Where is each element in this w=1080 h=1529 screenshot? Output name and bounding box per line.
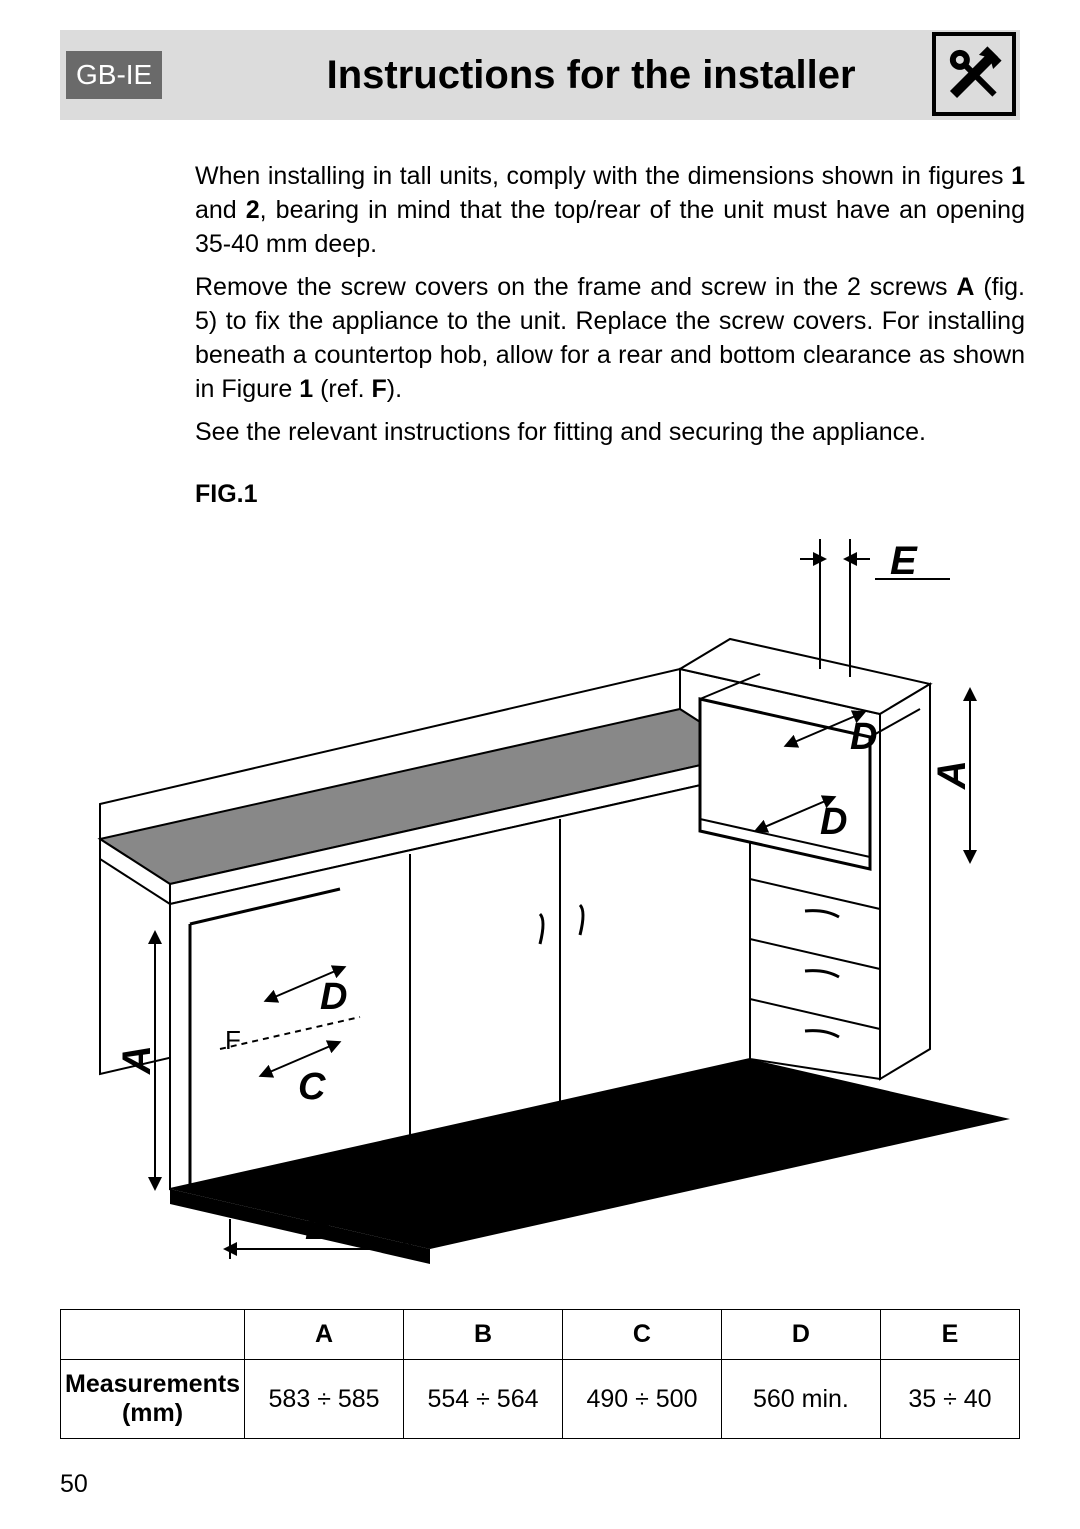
bold-figure-1b: 1 (299, 375, 313, 403)
instruction-paragraph-2: Remove the screw covers on the frame and… (195, 271, 1025, 406)
dim-label-b: B (305, 1204, 334, 1248)
bold-figure-1: 1 (1011, 162, 1025, 190)
dim-label-d-upper2: D (820, 801, 847, 843)
table-header-row: A B C D E (61, 1310, 1020, 1360)
table-header-a: A (245, 1310, 404, 1360)
bold-letter-a: A (956, 273, 974, 301)
text-span: When installing in tall units, comply wi… (195, 162, 1011, 190)
table-cell-a: 583 ÷ 585 (245, 1360, 404, 1439)
tools-icon (932, 32, 1016, 116)
instruction-paragraph-1: When installing in tall units, comply wi… (195, 160, 1025, 261)
text-span: , bearing in mind that the top/rear of t… (195, 196, 1025, 258)
region-badge: GB-IE (66, 51, 162, 99)
table-header-blank (61, 1310, 245, 1360)
text-span: Remove the screw covers on the frame and… (195, 273, 956, 301)
table-header-d: D (721, 1310, 880, 1360)
table-cell-c: 490 ÷ 500 (562, 1360, 721, 1439)
dim-label-f: F (225, 1025, 241, 1055)
dim-label-c: C (298, 1066, 326, 1108)
page-title: Instructions for the installer (162, 53, 1020, 98)
table-row-header: Measurements (mm) (61, 1360, 245, 1439)
table-header-e: E (880, 1310, 1019, 1360)
measurements-table: A B C D E Measurements (mm) 583 ÷ 585 55… (60, 1309, 1020, 1439)
installation-diagram: E A D D A D C F B (60, 519, 1020, 1284)
table-cell-d: 560 min. (721, 1360, 880, 1439)
text-span: and (195, 196, 246, 224)
text-span: ). (387, 375, 402, 403)
table-header-b: B (404, 1310, 563, 1360)
dim-label-d-upper1: D (850, 716, 877, 758)
dim-label-e: E (890, 539, 918, 583)
bold-letter-f: F (371, 375, 386, 403)
page-number: 50 (60, 1470, 88, 1499)
dim-label-a-left: A (115, 1045, 159, 1075)
bold-figure-2: 2 (246, 196, 260, 224)
table-header-c: C (562, 1310, 721, 1360)
table-row: Measurements (mm) 583 ÷ 585 554 ÷ 564 49… (61, 1360, 1020, 1439)
dim-label-d-lower: D (320, 976, 347, 1018)
table-cell-b: 554 ÷ 564 (404, 1360, 563, 1439)
dim-label-a-right: A (930, 760, 974, 790)
table-cell-e: 35 ÷ 40 (880, 1360, 1019, 1439)
text-span: (ref. (313, 375, 371, 403)
figure-label: FIG.1 (195, 480, 1020, 509)
header-band: GB-IE Instructions for the installer (60, 30, 1020, 120)
instruction-paragraph-3: See the relevant instructions for fittin… (195, 416, 1025, 450)
